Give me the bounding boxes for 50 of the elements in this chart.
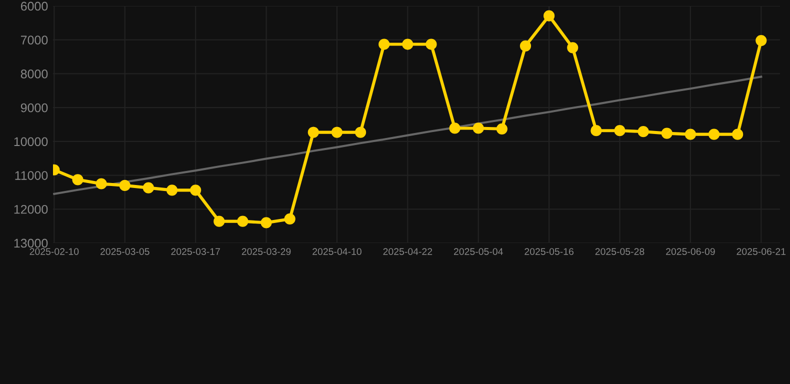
point [426,38,437,50]
x-tick-label: 2025-05-16 [524,248,574,255]
point [684,128,696,140]
point [214,216,225,227]
point [567,42,578,54]
y-tick-label: 11000 [15,171,48,180]
point [732,128,744,140]
point [166,184,178,196]
point [402,38,414,50]
point [119,180,130,191]
point [544,10,555,22]
point [72,174,84,186]
y-tick-label: 6000 [20,2,48,11]
y-tick-label: 9000 [20,103,48,112]
x-tick-label: 2025-04-10 [312,248,362,255]
x-tick-label: 2025-06-09 [666,248,715,255]
point [308,126,319,138]
point [756,34,767,46]
point [590,125,602,136]
point [378,38,390,50]
point [661,128,672,139]
point [496,123,508,134]
point [237,216,248,227]
point [614,125,626,136]
y-tick-label: 8000 [20,70,48,78]
y-tick-label: 10000 [14,137,48,146]
point [520,40,532,52]
x-tick-label: 2025-02-10 [30,248,79,255]
point [638,126,649,138]
x-tick-label: 2025-03-29 [242,248,291,255]
point [96,178,107,190]
point [142,182,154,194]
x-tick-label: 2025-03-17 [171,248,220,255]
y-tick-label: 7000 [20,36,48,45]
point [708,128,720,140]
point [331,126,343,138]
line-series [53,76,762,195]
point [472,122,484,134]
x-tick-label: 2025-03-05 [100,248,150,255]
x-tick-label: 2025-06-21 [736,248,786,255]
point [449,122,460,134]
point [354,126,366,138]
y-tick-label: 12000 [14,204,48,214]
point [284,213,296,225]
point [190,184,202,196]
x-tick-label: 2025-05-04 [454,248,503,255]
y-tick-label: 13000 [14,238,48,248]
point [260,217,272,228]
x-tick-label: 2025-05-28 [595,248,644,255]
x-tick-label: 2025-04-22 [383,248,432,255]
